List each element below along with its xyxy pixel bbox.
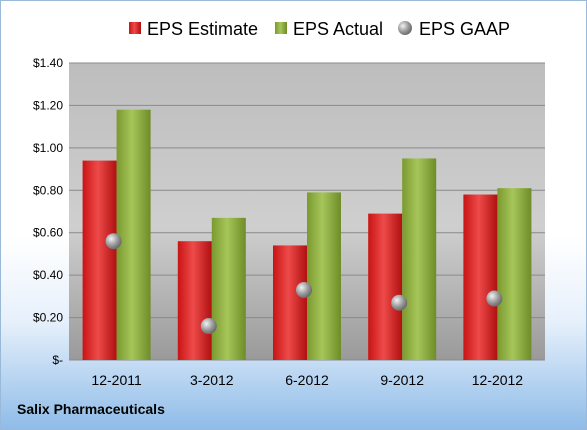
bar-eps-actual: [116, 109, 151, 361]
bar-eps-actual: [402, 158, 437, 360]
bar-eps-actual: [307, 192, 341, 360]
point-eps-gaap: [296, 281, 312, 298]
bar-eps-estimate: [177, 241, 212, 360]
legend-swatch-gaap: [398, 21, 412, 35]
y-axis: $- $0.20 $0.40 $0.60 $0.80 $1.00 $1.20 $1.40: [33, 56, 63, 367]
y-tick-label: $1.20: [33, 98, 63, 112]
y-tick-label: $1.00: [33, 141, 63, 155]
legend-swatch-actual: [275, 22, 287, 34]
company-name: Salix Pharmaceuticals: [17, 401, 165, 417]
point-eps-gaap: [200, 318, 217, 335]
legend: EPS Estimate EPS Actual EPS GAAP: [129, 19, 510, 39]
point-eps-gaap: [105, 233, 122, 250]
y-tick-label: $0.40: [33, 268, 63, 282]
gaap-points: [105, 233, 503, 335]
bar-eps-actual: [497, 188, 532, 360]
legend-label-gaap: EPS GAAP: [419, 19, 510, 39]
x-tick-label: 9-2012: [380, 372, 424, 388]
bar-eps-actual: [211, 217, 246, 360]
y-tick-label: $0.80: [33, 183, 63, 197]
bar-eps-estimate: [82, 160, 117, 360]
x-tick-label: 3-2012: [190, 372, 234, 388]
x-tick-label: 12-2011: [91, 372, 142, 388]
x-tick-label: 6-2012: [285, 372, 329, 388]
bar-eps-estimate: [463, 194, 498, 360]
x-tick-label: 12-2012: [472, 372, 524, 388]
bar-eps-estimate: [368, 213, 403, 360]
y-tick-label: $0.20: [33, 311, 63, 325]
y-tick-label: $-: [52, 353, 63, 367]
point-eps-gaap: [486, 290, 503, 307]
y-tick-label: $1.40: [33, 56, 63, 70]
legend-label-estimate: EPS Estimate: [147, 19, 258, 39]
point-eps-gaap: [391, 294, 408, 311]
x-axis: 12-2011 3-2012 6-2012 9-2012 12-2012: [91, 372, 523, 388]
y-tick-label: $0.60: [33, 226, 63, 240]
legend-swatch-estimate: [129, 22, 141, 34]
bars: [82, 109, 532, 361]
legend-label-actual: EPS Actual: [293, 19, 383, 39]
bar-eps-estimate: [273, 245, 307, 360]
